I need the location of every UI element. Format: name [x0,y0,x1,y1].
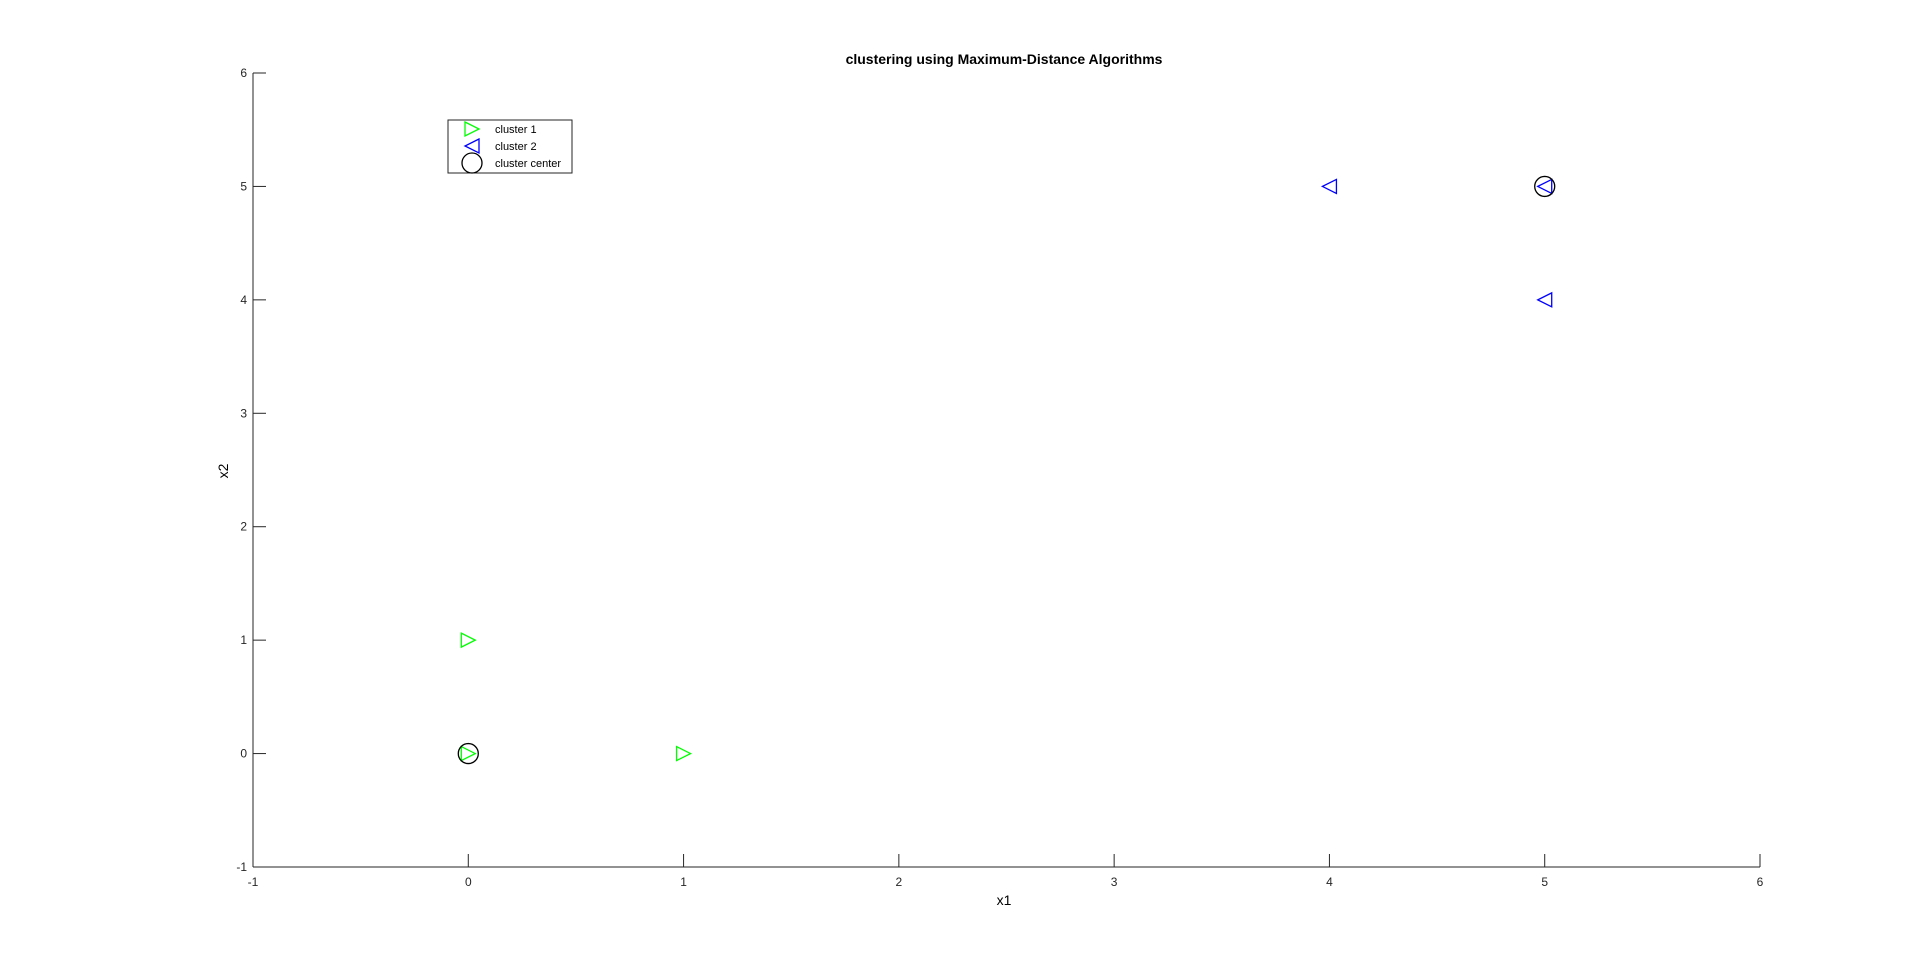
x-tick-label: 3 [1111,875,1118,889]
y-tick-label: 6 [240,66,247,80]
x-tick-label: 4 [1326,875,1333,889]
data-point [1320,178,1338,195]
data-point [457,742,479,765]
x-tick-label: 5 [1541,875,1548,889]
data-point [460,745,477,762]
y-tick-label: 2 [240,520,247,534]
y-tick-label: 4 [240,293,247,307]
data-point [1536,178,1553,195]
data-marks [457,175,1556,765]
legend-box [447,119,573,174]
legend-label: cluster center [495,158,561,170]
y-tick-label: 1 [240,633,247,647]
data-point [1536,291,1553,308]
legend: cluster 1 cluster 2 cluster center [447,119,573,174]
x-tick-label: 6 [1757,875,1764,889]
y-tick-label: -1 [236,860,247,874]
x-axis-label: x1 [997,892,1012,908]
x-tick-label: 2 [896,875,903,889]
x-tick-label: -1 [248,875,259,889]
legend-marker [464,120,481,138]
x-tick-label: 0 [465,875,472,889]
data-point [460,632,477,649]
data-point [1534,175,1556,198]
y-tick-label: 3 [240,406,247,420]
chart-title: clustering using Maximum-Distance Algori… [846,51,1163,67]
legend-marker [463,137,480,155]
y-tick-label: 5 [240,179,247,193]
x-tick-label: 1 [680,875,687,889]
data-point [675,745,693,762]
legend-marker [461,152,483,174]
legend-label: cluster 2 [495,141,537,153]
y-axis-label: x2 [215,463,231,478]
legend-label: cluster 1 [495,124,537,136]
axes: -1 0 1 2 3 4 5 6 -1 0 1 2 3 4 5 6 [236,66,1763,889]
y-tick-label: 0 [240,747,247,761]
